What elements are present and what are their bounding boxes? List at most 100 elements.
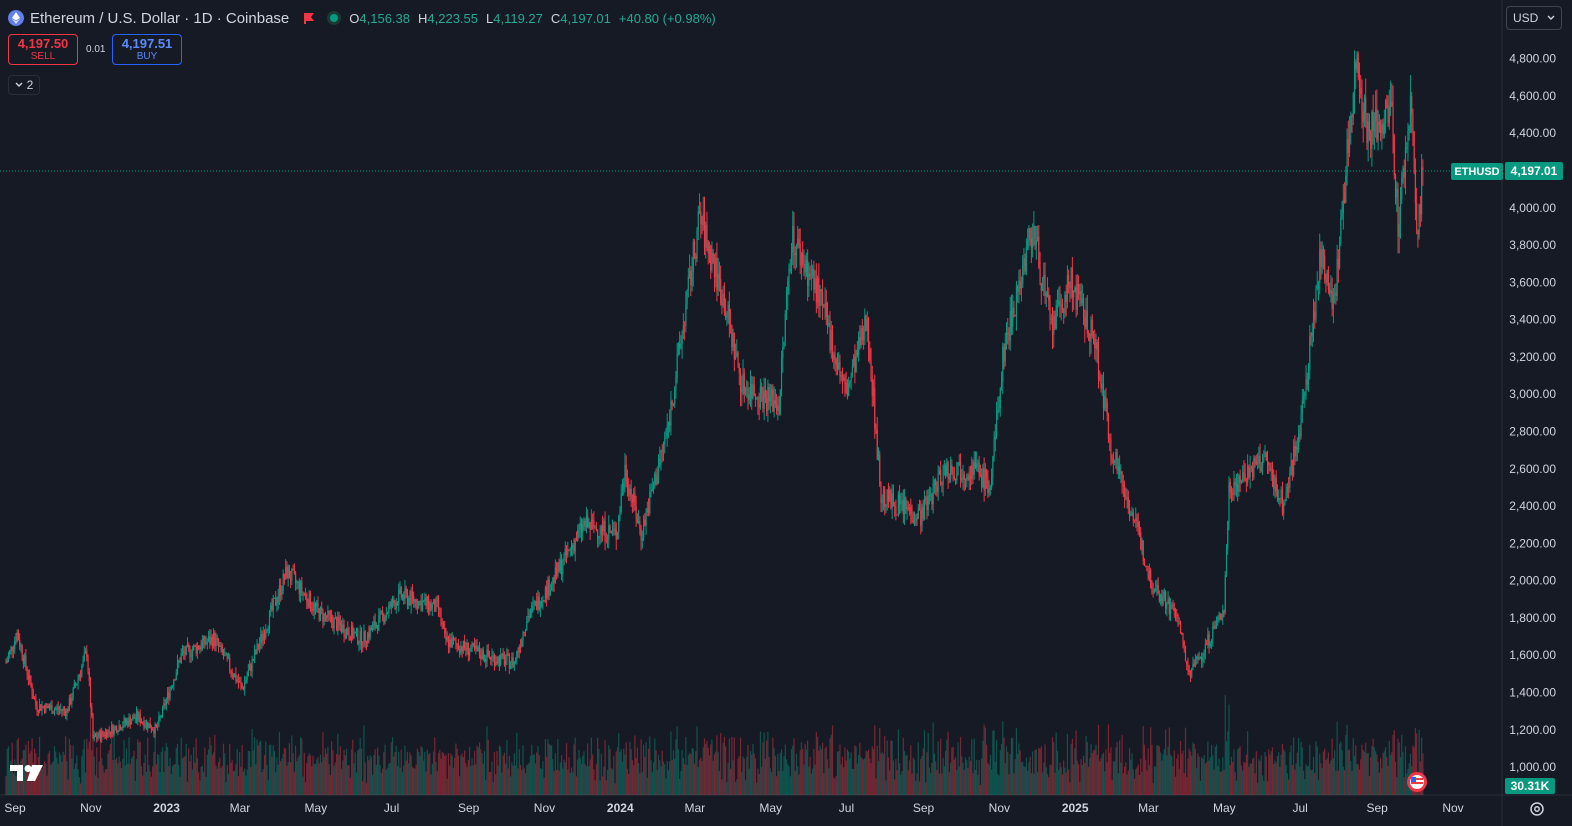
- volume-bar-2025-08-18: [1350, 761, 1352, 795]
- candle-body-2023-10-23: [523, 632, 525, 634]
- volume-bar-2024-12-16: [1045, 767, 1047, 795]
- volume-bar-2025-04-16: [1196, 768, 1198, 795]
- candle-body-2023-11-16: [553, 577, 555, 583]
- indicators-toggle-button[interactable]: 2: [8, 75, 40, 95]
- candle-body-2025-07-04: [1294, 445, 1296, 457]
- candle-body-2023-01-01: [157, 725, 159, 728]
- volume-bar-2023-07-27: [414, 768, 416, 795]
- candle-body-2023-11-04: [538, 596, 540, 609]
- candle-body-2023-09-01: [459, 649, 461, 654]
- volume-bar-2025-01-11: [1077, 764, 1080, 795]
- volume-bar-2025-07-07: [1297, 737, 1300, 795]
- volume-bar-2024-12-14: [1043, 762, 1045, 795]
- price-axis[interactable]: [1502, 0, 1572, 826]
- candle-body-2024-03-21: [710, 245, 712, 271]
- candle-body-2024-03-11: [697, 211, 699, 230]
- candle-body-2024-12-09: [1036, 236, 1039, 241]
- volume-bar-2025-03-08: [1147, 748, 1149, 795]
- candle-body-2023-10-06: [502, 653, 504, 657]
- candle-body-2024-11-13: [1004, 343, 1006, 362]
- volume-bar-2023-04-19: [291, 735, 293, 795]
- volume-bar-2025-08-17: [1348, 749, 1351, 795]
- volume-bar-2025-08-03: [1331, 738, 1333, 795]
- ethereum-icon: [8, 10, 24, 26]
- volume-bar-2024-01-16: [629, 741, 631, 795]
- volume-bar-2024-03-11: [697, 766, 699, 795]
- volume-bar-2025-02-08: [1112, 761, 1114, 795]
- last-price-box: [1505, 162, 1563, 181]
- us-economic-event-icon[interactable]: [1405, 771, 1429, 793]
- candle-body-2023-06-11: [357, 628, 359, 645]
- volume-bar-2023-11-24: [563, 759, 565, 795]
- volume-bar-2024-11-09: [999, 750, 1001, 795]
- candle-body-2024-04-16: [742, 373, 744, 389]
- candle-body-2024-08-15: [892, 493, 895, 506]
- candle-body-2025-08-15: [1346, 139, 1348, 176]
- volume-bar-2025-07-19: [1312, 756, 1315, 795]
- volume-bar-2025-02-10: [1115, 747, 1117, 795]
- candle-body-2025-07-16: [1309, 336, 1311, 370]
- volume-bar-2023-05-13: [321, 762, 323, 795]
- volume-bar-2024-01-11: [623, 748, 625, 795]
- symbol-title[interactable]: Ethereum / U.S. Dollar · 1D · Coinbase: [30, 9, 290, 27]
- volume-bar-2025-10-14: [1421, 737, 1423, 795]
- candle-body-2023-04-20: [292, 569, 294, 571]
- volume-bar-2023-01-31: [194, 762, 196, 795]
- volume-bar-2024-06-25: [829, 738, 831, 795]
- candle-body-2023-12-11: [584, 520, 586, 527]
- volume-bar-2024-02-17: [669, 761, 671, 795]
- x-tick-label: Nov: [989, 801, 1010, 815]
- volume-bar-2023-07-01: [381, 768, 384, 795]
- volume-bar-2024-07-10: [848, 751, 850, 795]
- candle-body-2023-04-15: [286, 566, 288, 578]
- sell-button[interactable]: 4,197.50 SELL: [8, 34, 78, 65]
- volume-bar-2025-04-25: [1207, 741, 1209, 795]
- currency-select[interactable]: USD: [1506, 6, 1562, 30]
- volume-bar-2025-04-30: [1213, 769, 1215, 795]
- volume-bar-2025-03-03: [1141, 771, 1143, 795]
- candle-body-2025-02-15: [1121, 471, 1123, 485]
- candle-body-2023-07-29: [416, 606, 418, 609]
- volume-bar-2024-06-11: [812, 768, 814, 795]
- volume-bar-2025-05-22: [1240, 765, 1243, 795]
- volume-bar-2025-03-28: [1172, 766, 1174, 795]
- volume-bar-2023-08-02: [421, 747, 423, 795]
- candle-body-2024-06-15: [816, 277, 819, 303]
- y-tick-label: 3,400.00: [1509, 313, 1556, 327]
- volume-bar-2023-03-22: [256, 739, 258, 795]
- candle-body-2022-12-11: [130, 720, 133, 725]
- candle-body-2023-07-19: [404, 588, 406, 600]
- volume-bar-2023-11-18: [555, 769, 558, 795]
- volume-bar-2024-03-29: [720, 733, 722, 795]
- volume-bar-2022-12-14: [134, 780, 136, 795]
- candle-body-2024-06-10: [810, 276, 812, 278]
- volume-bar-2023-06-12: [358, 748, 360, 795]
- volume-bar-2024-06-09: [809, 756, 811, 795]
- volume-bar-2024-05-13: [775, 776, 778, 795]
- buy-button[interactable]: 4,197.51 BUY: [112, 34, 182, 65]
- volume-bar-2024-01-21: [635, 757, 637, 795]
- volume-bar-2023-04-25: [298, 755, 300, 795]
- candle-body-2024-07-05: [841, 375, 844, 380]
- volume-bar-2024-05-05: [766, 740, 768, 795]
- candle-body-2023-04-08: [277, 596, 279, 604]
- volume-bar-2025-04-18: [1198, 756, 1200, 795]
- candle-body-2022-11-25: [111, 725, 113, 734]
- flag-icon[interactable]: [303, 12, 315, 24]
- volume-bar-2023-12-11: [584, 764, 586, 795]
- candle-body-2025-01-09: [1075, 287, 1077, 310]
- candle-body-2024-03-04: [688, 270, 691, 277]
- volume-bar-2023-04-09: [278, 732, 281, 795]
- volume-bar-2023-10-15: [513, 753, 515, 795]
- volume-bar-2025-09-12: [1381, 768, 1383, 795]
- volume-bar-2023-11-15: [552, 758, 554, 795]
- candle-body-2023-09-15: [476, 646, 478, 651]
- candle-body-2024-07-30: [872, 387, 875, 397]
- candle-body-2023-07-16: [400, 586, 402, 598]
- volume-bar-2025-02-19: [1126, 774, 1128, 795]
- volume-bar-2023-10-29: [531, 744, 533, 795]
- settings-gear-icon[interactable]: [1528, 800, 1546, 818]
- candle-body-2024-09-06: [920, 510, 922, 527]
- candle-body-2024-01-22: [636, 518, 638, 523]
